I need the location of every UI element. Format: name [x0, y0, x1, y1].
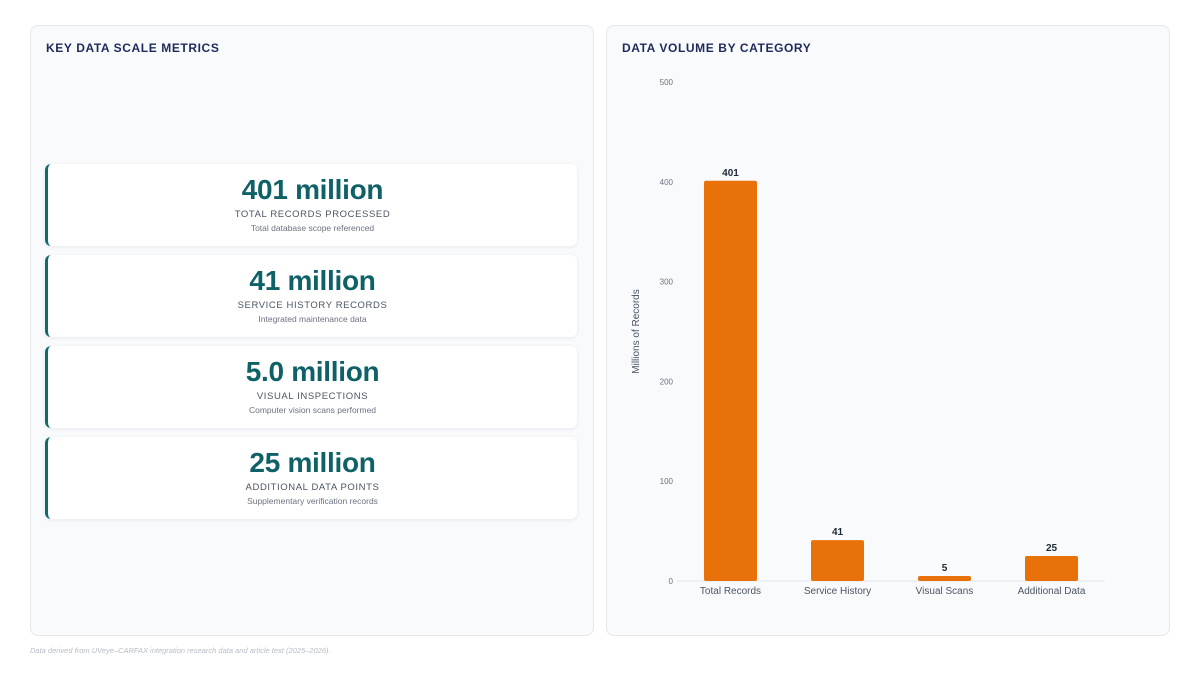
metric-card-service-history: 41 million SERVICE HISTORY RECORDS Integ…	[45, 255, 577, 337]
bar-value-label: 401	[722, 168, 739, 179]
metric-label: ADDITIONAL DATA POINTS	[245, 482, 380, 493]
y-tick-label: 0	[669, 577, 674, 586]
metrics-list: 401 million TOTAL RECORDS PROCESSED Tota…	[45, 164, 577, 528]
y-tick-label: 400	[660, 178, 674, 187]
metric-label: SERVICE HISTORY RECORDS	[237, 300, 388, 311]
bar-value-label: 25	[1046, 543, 1058, 554]
y-tick-label: 300	[660, 278, 674, 287]
metric-description: Supplementary verification records	[247, 496, 378, 506]
bar	[811, 540, 864, 581]
metric-label: TOTAL RECORDS PROCESSED	[234, 209, 391, 220]
bar-value-label: 5	[942, 563, 948, 574]
metric-value: 41 million	[249, 265, 376, 296]
metric-description: Total database scope referenced	[250, 223, 375, 233]
metric-value: 401 million	[241, 174, 384, 205]
bar	[704, 180, 757, 581]
x-tick-label: Visual Scans	[916, 586, 974, 597]
x-tick-label: Total Records	[700, 586, 761, 597]
metric-label: VISUAL INSPECTIONS	[256, 391, 369, 402]
metric-value: 5.0 million	[245, 356, 380, 387]
metric-card-additional-data: 25 million ADDITIONAL DATA POINTS Supple…	[45, 437, 577, 519]
x-tick-label: Service History	[804, 586, 871, 597]
footnote: Data derived from UVeye–CARFAX integrati…	[30, 646, 331, 655]
bar	[1025, 556, 1078, 581]
chart-panel-title: DATA VOLUME BY CATEGORY	[622, 41, 812, 55]
y-tick-label: 200	[660, 377, 674, 386]
bar-chart: 0 100 200 300 400 500 Millions of Records 401 To…	[631, 78, 1105, 597]
metrics-panel: KEY DATA SCALE METRICS 401 million TOTAL…	[30, 25, 594, 636]
metrics-panel-title: KEY DATA SCALE METRICS	[46, 41, 220, 55]
y-tick-label: 100	[660, 477, 674, 486]
x-tick-label: Additional Data	[1018, 586, 1086, 597]
bar	[918, 576, 971, 581]
y-axis-label: Millions of Records	[631, 289, 642, 373]
y-tick-label: 500	[660, 78, 674, 87]
metric-description: Integrated maintenance data	[258, 314, 367, 324]
metric-card-total-records: 401 million TOTAL RECORDS PROCESSED Tota…	[45, 164, 577, 246]
metric-description: Computer vision scans performed	[248, 405, 377, 415]
chart-panel: DATA VOLUME BY CATEGORY 0 100 200 300 400 500…	[606, 25, 1170, 636]
metric-value: 25 million	[249, 447, 376, 478]
bar-value-label: 41	[832, 527, 844, 538]
metric-card-visual-inspections: 5.0 million VISUAL INSPECTIONS Computer …	[45, 346, 577, 428]
